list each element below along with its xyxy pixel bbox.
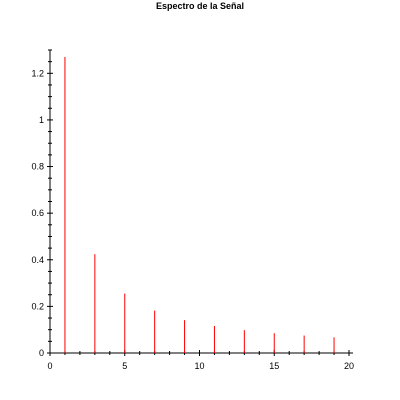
- x-tick-label: 15: [269, 361, 279, 371]
- y-tick-label: 0.6: [31, 208, 44, 218]
- y-tick-label: 0.4: [31, 255, 44, 265]
- stem-series: [64, 56, 335, 353]
- y-tick-label: 0.2: [31, 301, 44, 311]
- y-tick-label: 0.8: [31, 162, 44, 172]
- x-tick-label: 20: [344, 361, 354, 371]
- axes: 0 0.2 0.4 0.6 0.8 1 1.2 0 5 10 15 20: [31, 49, 354, 371]
- y-tick-label: 0: [39, 348, 44, 358]
- chart-title: Espectro de la Señal: [155, 1, 245, 11]
- x-tick-label: 5: [122, 361, 127, 371]
- x-tick-label: 0: [47, 361, 52, 371]
- x-tick-label: 10: [194, 361, 204, 371]
- y-tick-label: 1.2: [31, 68, 44, 78]
- y-tick-label: 1: [39, 115, 44, 125]
